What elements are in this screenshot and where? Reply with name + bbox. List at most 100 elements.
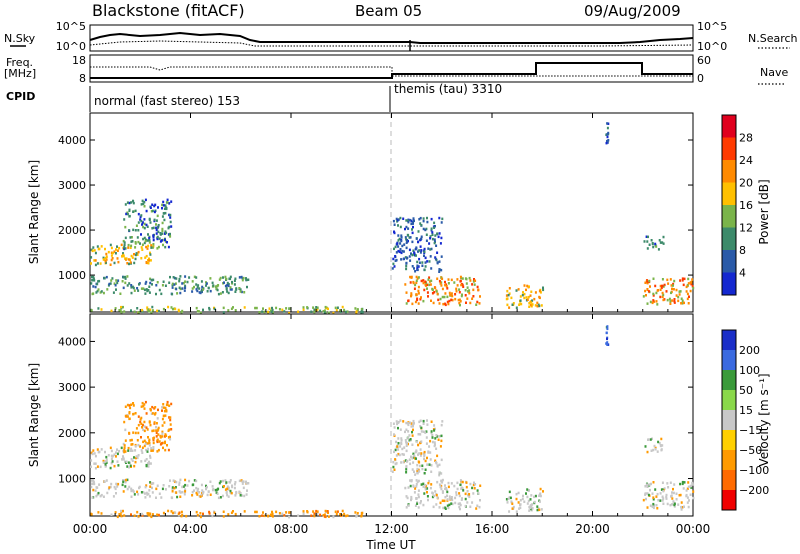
heatmap-cell xyxy=(178,277,181,281)
heatmap-cell xyxy=(416,298,419,302)
heatmap-cell xyxy=(453,484,456,488)
heatmap-cell xyxy=(142,225,145,229)
heatmap-cell xyxy=(216,288,219,292)
heatmap-cell xyxy=(416,502,419,505)
heatmap-cell xyxy=(448,503,451,507)
heatmap-cell xyxy=(410,276,413,279)
heatmap-cell xyxy=(661,278,664,281)
heatmap-cell xyxy=(117,279,120,282)
heatmap-cell xyxy=(402,461,405,464)
heatmap-cell xyxy=(431,434,434,437)
heatmap-cell xyxy=(341,509,344,513)
heatmap-cell xyxy=(422,279,425,282)
heatmap-cell xyxy=(130,309,132,312)
heatmap-cell xyxy=(474,483,477,486)
heatmap-cell xyxy=(240,290,243,294)
heatmap-cell xyxy=(464,289,467,292)
heatmap-cell xyxy=(663,487,666,490)
heatmap-cell xyxy=(519,503,522,506)
heatmap-cell xyxy=(400,258,403,261)
heatmap-cell xyxy=(206,290,209,293)
heatmap-cell xyxy=(646,240,649,243)
heatmap-cell xyxy=(659,295,662,299)
heatmap-cell xyxy=(162,307,165,311)
heatmap-cell xyxy=(96,245,99,248)
heatmap-cell xyxy=(110,246,113,250)
heatmap-cell xyxy=(133,261,136,265)
heatmap-cell xyxy=(408,434,411,437)
heatmap-cell xyxy=(412,419,415,423)
heatmap-cell xyxy=(158,440,161,443)
heatmap-cell xyxy=(436,232,439,235)
heatmap-cell xyxy=(421,264,424,267)
heatmap-cell xyxy=(507,293,510,297)
heatmap-cell xyxy=(134,209,137,213)
heatmap-cell xyxy=(114,487,117,491)
heatmap-cell xyxy=(652,299,655,302)
heatmap-cell xyxy=(672,282,675,286)
heatmap-cell xyxy=(420,500,422,503)
heatmap-cell xyxy=(646,288,649,291)
heatmap-cell xyxy=(122,276,125,279)
heatmap-cell xyxy=(148,495,151,498)
heatmap-cell xyxy=(392,460,395,464)
heatmap-cell xyxy=(195,283,198,286)
heatmap-cell xyxy=(393,468,396,471)
heatmap-cell xyxy=(227,488,230,491)
heatmap-cell xyxy=(131,459,134,462)
heatmap-cell xyxy=(137,454,140,457)
heatmap-cell xyxy=(448,299,451,303)
colorbar-tick-label: 12 xyxy=(739,222,753,235)
heatmap-cell xyxy=(140,416,143,420)
heatmap-cell xyxy=(233,279,236,282)
heatmap-cell xyxy=(130,244,133,248)
heatmap-cell xyxy=(155,435,158,438)
heatmap-cell xyxy=(179,275,182,278)
heatmap-cell xyxy=(143,222,146,226)
heatmap-cell xyxy=(169,479,171,482)
heatmap-cell xyxy=(130,403,133,406)
heatmap-cell xyxy=(241,480,244,483)
heatmap-cell xyxy=(126,275,129,278)
heatmap-cell xyxy=(424,261,427,264)
heatmap-cell xyxy=(405,302,408,305)
heatmap-cell xyxy=(112,495,115,498)
colorbar-tick-label: −100 xyxy=(739,464,769,477)
heatmap-cell xyxy=(128,485,131,489)
heatmap-cell xyxy=(168,485,171,488)
heatmap-cell xyxy=(673,502,676,506)
heatmap-cell xyxy=(356,512,359,515)
heatmap-cell xyxy=(271,512,274,516)
heatmap-cell xyxy=(222,311,225,314)
heatmap-cell xyxy=(411,253,414,257)
heatmap-cell xyxy=(149,259,152,262)
heatmap-cell xyxy=(434,443,436,446)
heatmap-cell xyxy=(235,288,238,291)
heatmap-cell xyxy=(226,493,229,497)
heatmap-cell xyxy=(99,465,102,469)
heatmap-cell xyxy=(133,310,136,313)
heatmap-cell xyxy=(103,276,106,280)
heatmap-cell xyxy=(435,503,438,506)
heatmap-cell xyxy=(132,228,135,232)
heatmap-cell xyxy=(161,221,164,225)
heatmap-cell xyxy=(161,417,164,421)
heatmap-cell xyxy=(446,498,449,501)
heatmap-cell xyxy=(175,491,178,494)
heatmap-cell xyxy=(522,291,524,294)
colorbar-tick-label: −50 xyxy=(739,444,762,457)
heatmap-cell xyxy=(205,282,208,285)
heatmap-cell xyxy=(449,293,452,297)
heatmap-cell xyxy=(652,502,655,506)
heatmap-cell xyxy=(430,247,433,251)
heatmap-cell xyxy=(302,308,305,311)
heatmap-cell xyxy=(161,215,164,218)
heatmap-cell xyxy=(606,133,609,136)
heatmap-cell xyxy=(137,493,140,496)
heatmap-cell xyxy=(137,250,140,254)
heatmap-cell xyxy=(417,292,420,295)
heatmap-cell xyxy=(134,412,137,415)
heatmap-cell xyxy=(124,236,127,240)
heatmap-cell xyxy=(242,480,245,483)
heatmap-cell xyxy=(344,310,347,314)
